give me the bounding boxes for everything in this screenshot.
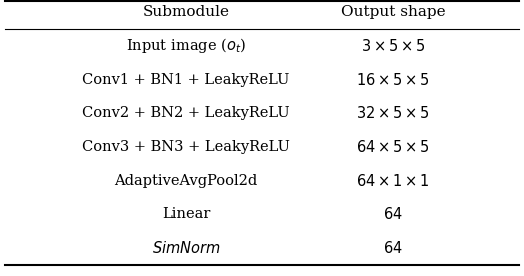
Text: Output shape: Output shape <box>341 6 445 19</box>
Text: Conv1 + BN1 + LeakyReLU: Conv1 + BN1 + LeakyReLU <box>82 73 290 87</box>
Text: Conv2 + BN2 + LeakyReLU: Conv2 + BN2 + LeakyReLU <box>82 106 290 120</box>
Text: Input image ($o_t$): Input image ($o_t$) <box>126 36 246 55</box>
Text: $\mathit{SimNorm}$: $\mathit{SimNorm}$ <box>151 240 221 256</box>
Text: $64$: $64$ <box>383 206 403 222</box>
Text: $32 \times 5 \times 5$: $32 \times 5 \times 5$ <box>356 105 430 121</box>
Text: $3 \times 5 \times 5$: $3 \times 5 \times 5$ <box>361 38 425 54</box>
Text: $64 \times 5 \times 5$: $64 \times 5 \times 5$ <box>356 139 430 155</box>
Text: Conv3 + BN3 + LeakyReLU: Conv3 + BN3 + LeakyReLU <box>82 140 290 154</box>
Text: $16 \times 5 \times 5$: $16 \times 5 \times 5$ <box>356 71 430 87</box>
Text: Submodule: Submodule <box>143 6 230 19</box>
Text: AdaptiveAvgPool2d: AdaptiveAvgPool2d <box>114 174 258 188</box>
Text: Linear: Linear <box>162 207 210 221</box>
Text: $64 \times 1 \times 1$: $64 \times 1 \times 1$ <box>356 173 430 189</box>
Text: $64$: $64$ <box>383 240 403 256</box>
